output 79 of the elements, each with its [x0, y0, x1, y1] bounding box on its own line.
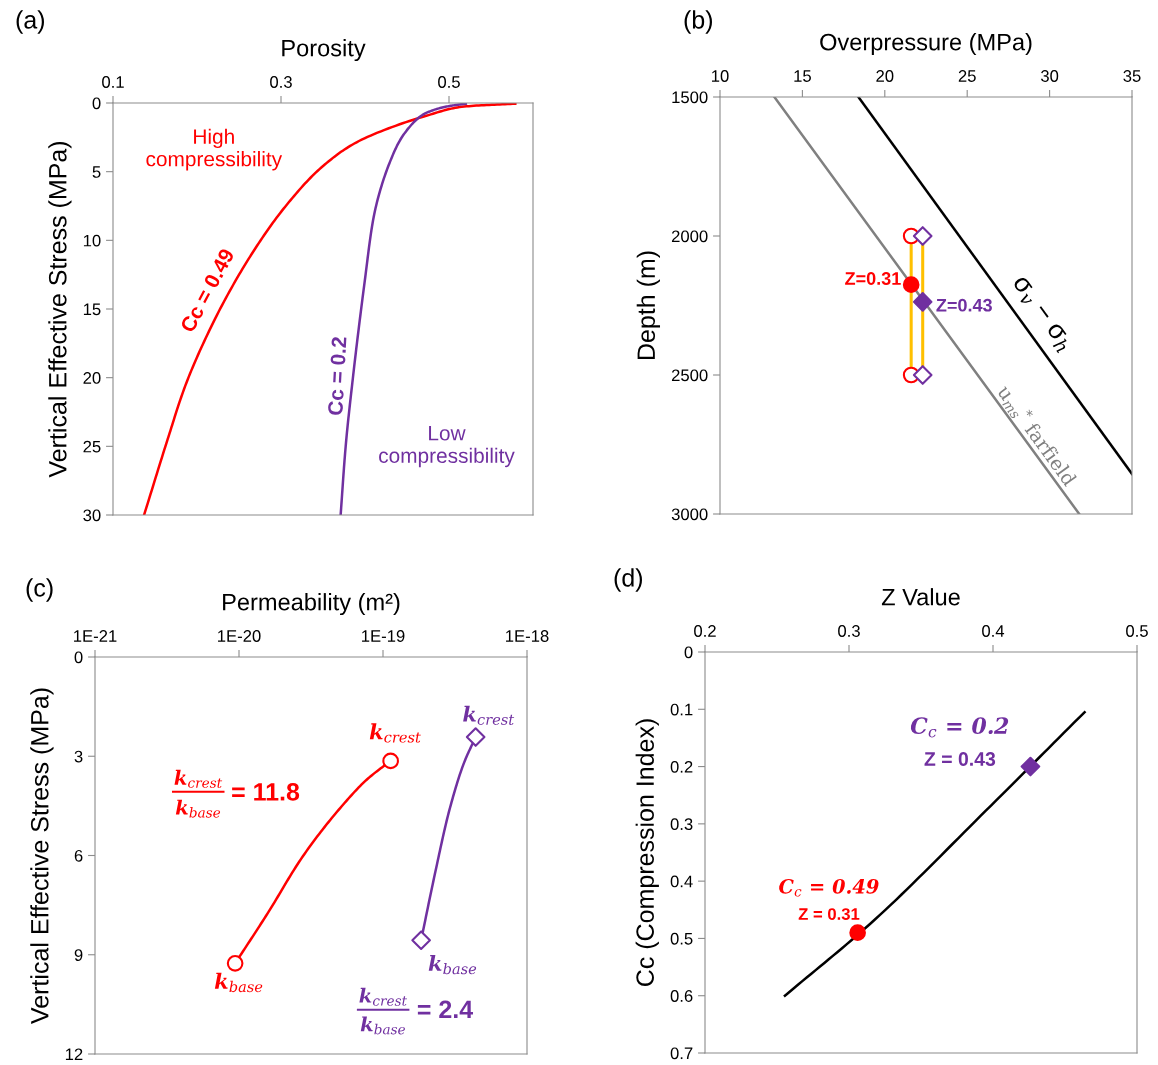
annotation: k$_{crest}$ — [463, 705, 515, 725]
annotation: Cc = 0.2 — [327, 336, 347, 416]
y-tick-label: 2500 — [671, 369, 708, 382]
annotation: = 2.4 — [417, 1000, 473, 1018]
y-tick-label: 0.1 — [670, 703, 693, 716]
y-tick-label: 10 — [83, 234, 101, 247]
x-tick-label: 1E-21 — [74, 630, 117, 642]
annotation: Z=0.43 — [936, 298, 992, 312]
x-tick-label: 1E-19 — [362, 630, 405, 642]
x-axis-title: Z Value — [881, 588, 960, 606]
y-tick-label: 0 — [684, 646, 693, 659]
annotation: = 11.8 — [232, 782, 300, 801]
x-tick-label: 10 — [712, 70, 729, 82]
annotation: High compressibility — [146, 128, 283, 171]
y-tick-label: 1500 — [672, 91, 708, 104]
annotation: Cc = 0.49 — [179, 247, 235, 334]
annotation: σ$_{v}$ − σ$_{h}$ — [1009, 275, 1073, 354]
y-tick-label: 0.6 — [670, 990, 693, 1002]
x-axis-title: Overpressure (MPa) — [820, 33, 1032, 56]
y-tick-label: 30 — [83, 509, 101, 522]
x-tick-label: 1E-20 — [218, 630, 261, 642]
y-tick-label: 5 — [92, 166, 101, 178]
annotation: Z = 0.43 — [924, 752, 996, 766]
x-tick-label: 0.1 — [102, 76, 124, 88]
annotation: Low compressibility — [379, 426, 515, 468]
x-tick-label: 0.4 — [982, 625, 1005, 637]
annotation: Z = 0.31 — [798, 908, 860, 920]
x-tick-label: 0.2 — [694, 625, 716, 637]
annotation: k$_{base}$ — [428, 954, 477, 975]
x-tick-label: 0.3 — [270, 76, 292, 88]
x-tick-label: 0.5 — [1126, 625, 1148, 637]
point — [912, 365, 933, 385]
x-axis-title: Porosity — [282, 39, 366, 62]
annotation: k$_{crest}$ — [369, 723, 421, 743]
y-tick-label: 6 — [74, 849, 83, 862]
y-axis-title: Vertical Effective Stress (MPa) — [48, 141, 72, 478]
x-axis-title: Permeability (m²) — [223, 593, 400, 616]
y-axis-title: Vertical Effective Stress (MPa) — [30, 688, 54, 1024]
chart-title: (c) — [26, 578, 53, 602]
point — [912, 226, 933, 246]
y-axis-title: Cc (Compression Index) — [635, 719, 659, 986]
annotation: k$_{base}$ — [214, 972, 263, 993]
y-tick-label: 0.3 — [670, 818, 693, 831]
y-tick-label: 0.5 — [670, 932, 693, 945]
y-tick-label: 0.7 — [670, 1047, 693, 1060]
x-tick-label: 35 — [1123, 70, 1141, 82]
y-tick-label: 2000 — [671, 230, 708, 243]
y-tick-label: 25 — [83, 440, 101, 453]
y-tick-label: 0.2 — [670, 760, 693, 773]
x-tick-label: 20 — [876, 70, 894, 82]
y-tick-label: 0.4 — [670, 875, 693, 888]
chart-title: (d) — [614, 568, 642, 592]
annotation: Z=0.31 — [845, 272, 901, 285]
x-tick-label: 25 — [958, 70, 976, 82]
y-tick-label: 9 — [74, 949, 83, 961]
x-tick-label: 30 — [1040, 70, 1059, 82]
x-tick-label: 0.3 — [838, 625, 860, 637]
y-tick-label: 3000 — [671, 508, 708, 521]
annotation: u$_{ms}$$^{*}$ farfield — [994, 381, 1080, 489]
y-tick-label: 15 — [83, 303, 101, 316]
annotation: C$_{c}$ = 0.2 — [910, 717, 1009, 738]
annotation: k$_{crest}$ — [359, 987, 408, 1006]
annotation: k$_{base}$ — [175, 799, 221, 818]
y-tick-label: 20 — [83, 372, 101, 384]
point — [902, 276, 920, 293]
y-tick-label: 12 — [65, 1048, 83, 1061]
y-tick-label: 3 — [74, 750, 83, 763]
chart-title: (b) — [684, 10, 712, 34]
x-tick-label: 15 — [794, 70, 811, 82]
y-tick-label: 0 — [74, 651, 83, 664]
point — [912, 292, 933, 312]
annotation: C$_{c}$ = 0.49 — [779, 878, 879, 897]
y-tick-label: 0 — [92, 97, 101, 110]
chart-title: (a) — [16, 10, 44, 34]
x-tick-label: 0.5 — [438, 76, 460, 88]
annotation: k$_{base}$ — [360, 1016, 406, 1035]
x-tick-label: 1E-18 — [506, 630, 549, 642]
y-axis-title: Depth (m) — [636, 251, 661, 360]
annotation: k$_{crest}$ — [174, 769, 223, 788]
